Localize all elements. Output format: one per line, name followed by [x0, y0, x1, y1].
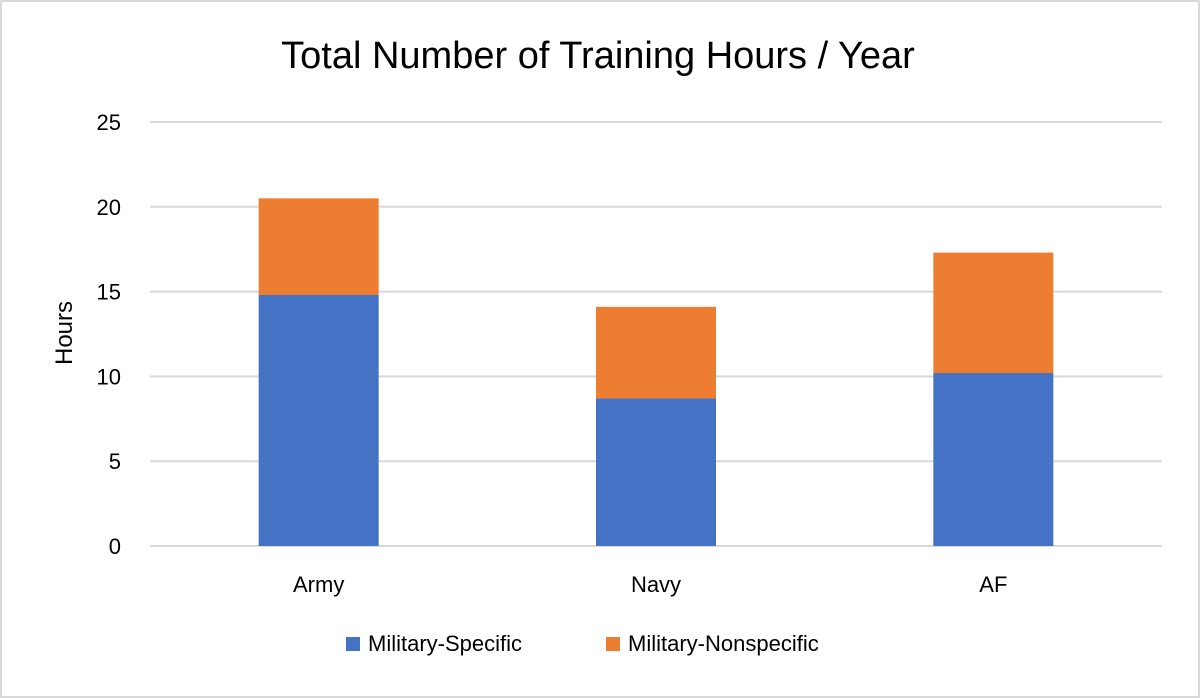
x-axis-ticks: Army Navy AF — [293, 572, 1007, 597]
bar-army-military-nonspecific — [258, 198, 379, 295]
bar-navy-military-specific — [596, 398, 716, 546]
legend: Military-Specific Military-Nonspecific — [346, 631, 819, 656]
chart-title: Total Number of Training Hours / Year — [281, 35, 915, 77]
x-tick-label: Army — [293, 572, 344, 597]
legend-swatch — [346, 637, 360, 651]
y-axis-title: Hours — [51, 301, 78, 365]
bar-af-military-nonspecific — [933, 252, 1054, 374]
y-tick-label: 15 — [97, 280, 121, 305]
y-tick-label: 5 — [109, 449, 121, 474]
bar-army-military-specific — [258, 294, 379, 546]
bars — [258, 198, 1054, 546]
x-tick-label: AF — [979, 572, 1007, 597]
legend-label: Military-Specific — [368, 631, 522, 656]
y-tick-label: 0 — [109, 534, 121, 559]
y-tick-label: 20 — [97, 195, 121, 220]
legend-label: Military-Nonspecific — [628, 631, 819, 656]
y-axis-ticks: 0 5 10 15 20 25 — [97, 110, 121, 559]
bar-af-military-specific — [933, 373, 1054, 546]
y-tick-label: 25 — [97, 110, 121, 135]
x-tick-label: Navy — [631, 572, 681, 597]
legend-swatch — [606, 637, 620, 651]
y-tick-label: 10 — [97, 364, 121, 389]
bar-navy-military-nonspecific — [596, 306, 716, 399]
